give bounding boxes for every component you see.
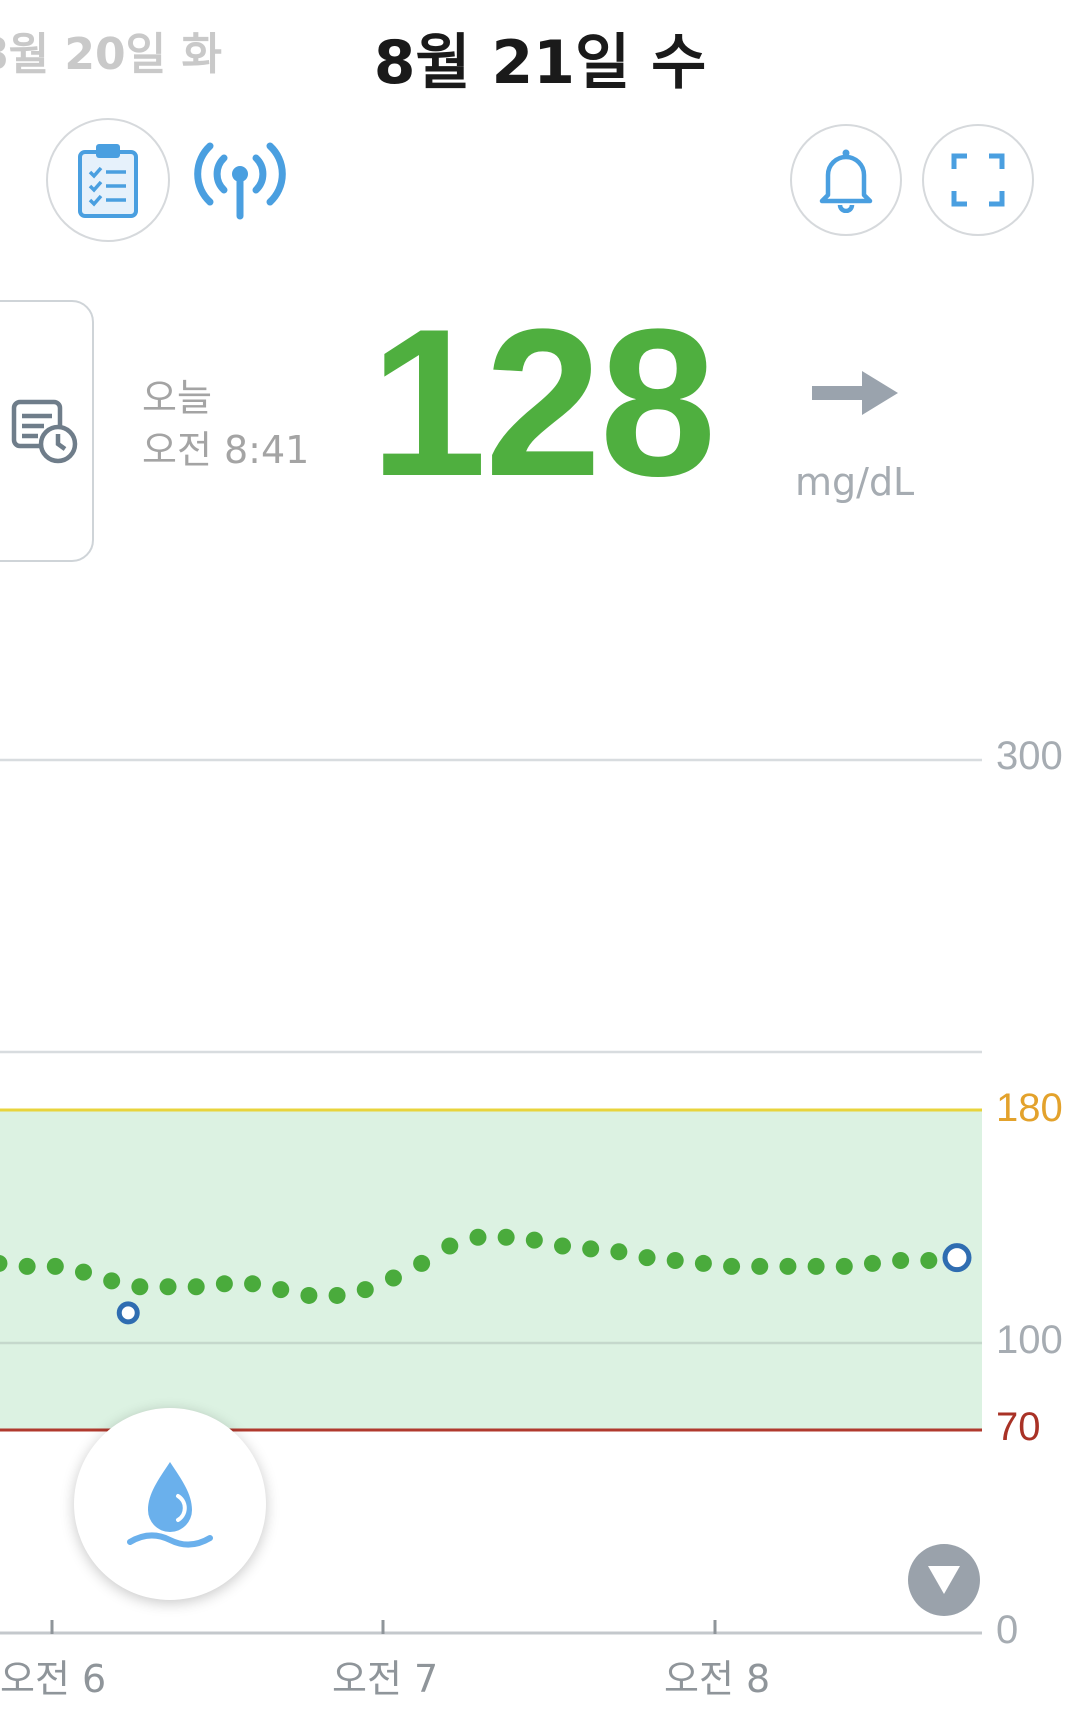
glucose-point — [187, 1278, 205, 1296]
clipboard-checklist-icon — [78, 144, 138, 218]
x-label-8: 오전 8 — [664, 1657, 771, 1701]
logbook-button[interactable] — [46, 118, 170, 242]
glucose-point — [46, 1257, 64, 1275]
glucose-point — [694, 1254, 712, 1272]
glucose-point — [244, 1275, 262, 1293]
glucose-point — [525, 1231, 543, 1249]
glucose-point — [835, 1257, 853, 1275]
glucose-point — [807, 1257, 825, 1275]
glucose-point — [779, 1257, 797, 1275]
sensor-signal-icon — [194, 142, 286, 220]
history-clock-icon — [11, 399, 78, 464]
glucose-point — [0, 1254, 8, 1272]
chevron-down-icon — [928, 1566, 960, 1594]
y-label-180: 180 — [996, 1086, 1063, 1130]
x-label-7: 오전 7 — [332, 1657, 439, 1701]
glucose-point — [920, 1252, 938, 1270]
y-label-100: 100 — [996, 1318, 1063, 1362]
add-bloodglucose-button[interactable] — [74, 1408, 266, 1600]
glucose-point — [892, 1252, 910, 1270]
glucose-point — [441, 1237, 459, 1255]
glucose-point — [751, 1257, 769, 1275]
glucose-point — [300, 1286, 318, 1304]
glucose-point — [215, 1275, 233, 1293]
glucose-point — [131, 1278, 149, 1296]
glucose-unit: mg/dL — [795, 460, 915, 504]
bell-icon — [819, 149, 873, 213]
glucose-point — [18, 1257, 36, 1275]
glucose-point — [723, 1257, 741, 1275]
scan-point — [116, 1301, 140, 1325]
glucose-point — [666, 1252, 684, 1270]
previous-date-tab[interactable]: 8월 20일 화 — [0, 29, 222, 80]
glucose-point — [554, 1237, 572, 1255]
trend-arrow-icon — [810, 368, 900, 422]
glucose-point — [469, 1228, 487, 1246]
current-date-title: 8월 21일 수 — [373, 28, 707, 98]
glucose-point — [413, 1254, 431, 1272]
reading-timestamp: 오늘 오전 8:41 — [142, 372, 309, 476]
alarm-button[interactable] — [790, 124, 902, 236]
reading-time-label: 오전 8:41 — [142, 428, 310, 472]
latest-scan-point — [942, 1243, 972, 1273]
water-drop-icon — [127, 1462, 213, 1548]
target-range-band — [0, 1110, 982, 1430]
glucose-point — [328, 1286, 346, 1304]
glucose-point — [582, 1240, 600, 1258]
glucose-reading-value: 128 — [370, 285, 716, 520]
fullscreen-icon — [951, 153, 1005, 207]
y-label-0: 0 — [996, 1608, 1019, 1652]
scroll-down-button[interactable] — [908, 1544, 980, 1616]
y-label-300: 300 — [996, 734, 1063, 778]
glucose-point — [638, 1249, 656, 1267]
glucose-point — [497, 1228, 515, 1246]
glucose-point — [272, 1281, 290, 1299]
glucose-point — [103, 1272, 121, 1290]
glucose-point — [610, 1243, 628, 1261]
sensor-signal-button[interactable] — [192, 138, 288, 222]
glucose-point — [159, 1278, 177, 1296]
glucose-point — [356, 1281, 374, 1299]
glucose-point — [863, 1254, 881, 1272]
fullscreen-button[interactable] — [922, 124, 1034, 236]
glucose-point — [384, 1269, 402, 1287]
x-label-6: 오전 6 — [0, 1657, 107, 1701]
reading-day-label: 오늘 — [142, 376, 212, 420]
y-label-70: 70 — [996, 1405, 1041, 1449]
glucose-point — [74, 1263, 92, 1281]
reading-history-tab[interactable] — [0, 300, 94, 562]
glucose-points — [0, 1228, 972, 1325]
